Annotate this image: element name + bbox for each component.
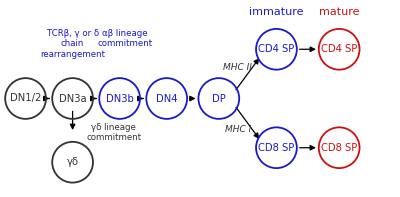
Text: DN3a: DN3a bbox=[59, 94, 86, 103]
Text: CD4 SP: CD4 SP bbox=[321, 44, 357, 54]
Text: CD8 SP: CD8 SP bbox=[258, 143, 294, 153]
Text: mature: mature bbox=[319, 7, 360, 17]
Text: αβ lineage
commitment: αβ lineage commitment bbox=[97, 29, 152, 48]
Text: γδ: γδ bbox=[66, 157, 78, 167]
Text: CD4 SP: CD4 SP bbox=[258, 44, 294, 54]
Text: γδ lineage
commitment: γδ lineage commitment bbox=[86, 123, 142, 142]
Text: DP: DP bbox=[212, 94, 226, 103]
Text: DN4: DN4 bbox=[156, 94, 178, 103]
Text: TCRβ, γ or δ
chain
rearrangement: TCRβ, γ or δ chain rearrangement bbox=[40, 29, 105, 59]
Text: DN1/2: DN1/2 bbox=[10, 94, 41, 103]
Text: MHC II: MHC II bbox=[223, 63, 252, 72]
Text: CD8 SP: CD8 SP bbox=[321, 143, 357, 153]
Text: immature: immature bbox=[249, 7, 304, 17]
Text: MHC I: MHC I bbox=[224, 125, 251, 134]
Text: DN3b: DN3b bbox=[106, 94, 134, 103]
